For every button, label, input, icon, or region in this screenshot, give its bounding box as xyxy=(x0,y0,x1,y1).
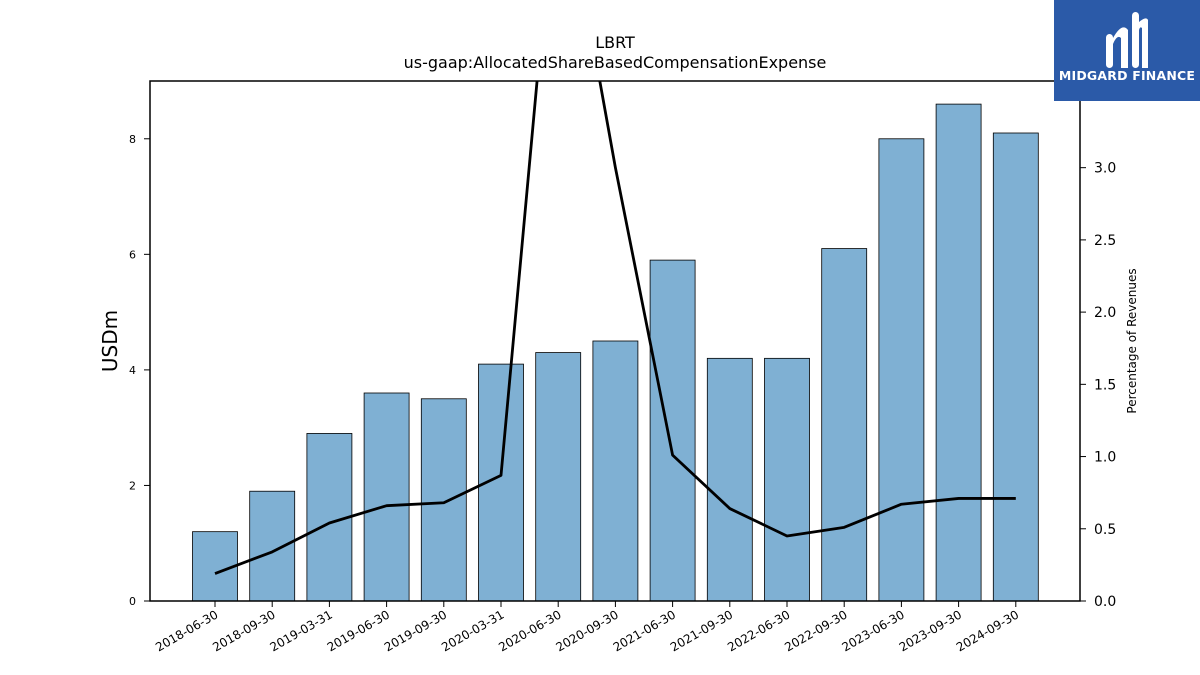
y-tick-label: 0 xyxy=(129,595,136,608)
y-tick-label: 8 xyxy=(129,133,136,146)
bar-2021-06-30 xyxy=(649,259,696,602)
y2-tick-label: 0.0 xyxy=(1094,594,1116,610)
x-tick-label: 2020-06-30 xyxy=(496,607,563,654)
y-tick-label: 2 xyxy=(129,479,136,492)
logo-text: MIDGARD FINANCE xyxy=(1058,68,1196,83)
y-tick-label: 6 xyxy=(129,248,136,261)
y2-tick-label: 0.5 xyxy=(1094,522,1116,538)
bar-2024-09-30 xyxy=(992,132,1039,602)
x-tick-label: 2022-06-30 xyxy=(725,607,792,654)
y2-tick-label: 3.0 xyxy=(1094,161,1116,177)
x-tick-label: 2019-06-30 xyxy=(325,607,392,654)
y-axis-left: 0 2 4 6 8 xyxy=(129,133,150,608)
x-tick-label: 2023-06-30 xyxy=(839,607,906,654)
x-tick-label: 2024-09-30 xyxy=(954,607,1021,654)
y-axis-label: USDm xyxy=(98,310,122,372)
y2-axis-label: Percentage of Revenues xyxy=(1125,268,1139,413)
x-tick-label: 2020-03-31 xyxy=(439,607,506,654)
y-axis-right: 0.00.51.01.52.02.53.03.5 xyxy=(1080,88,1116,610)
x-tick-label: 2021-09-30 xyxy=(668,607,735,654)
bar-2018-09-30 xyxy=(249,490,296,602)
bar-2020-06-30 xyxy=(535,352,582,602)
percentage-line xyxy=(214,81,1016,575)
x-tick-label: 2023-09-30 xyxy=(897,607,964,654)
x-tick-label: 2019-09-30 xyxy=(382,607,449,654)
x-tick-label: 2018-09-30 xyxy=(210,607,277,654)
x-tick-label: 2019-03-31 xyxy=(267,607,334,654)
bar-2019-06-30 xyxy=(363,392,410,602)
x-axis: 2018-06-302018-09-302019-03-312019-06-30… xyxy=(153,601,1021,654)
y-tick-label: 4 xyxy=(129,364,136,377)
y2-tick-label: 1.5 xyxy=(1094,377,1116,393)
bar-2022-06-30 xyxy=(764,357,810,602)
bar-2021-09-30 xyxy=(706,357,753,602)
line-group xyxy=(214,81,1016,575)
x-tick-label: 2018-06-30 xyxy=(153,607,220,654)
bar-2020-09-30 xyxy=(592,340,639,602)
x-tick-label: 2022-09-30 xyxy=(782,607,849,654)
bar-2019-09-30 xyxy=(420,398,467,602)
brand-logo: MIDGARD FINANCE xyxy=(1054,0,1200,101)
bar-2023-06-30 xyxy=(878,138,925,602)
x-tick-label: 2020-09-30 xyxy=(553,607,620,654)
bar-2018-06-30 xyxy=(192,531,238,602)
chart-title: LBRT xyxy=(595,33,635,52)
y2-tick-label: 2.5 xyxy=(1094,233,1116,249)
bars-group xyxy=(192,103,1039,602)
y2-tick-label: 1.0 xyxy=(1094,450,1116,466)
bar-2022-09-30 xyxy=(821,248,868,602)
x-tick-label: 2021-06-30 xyxy=(611,607,678,654)
y2-tick-label: 2.0 xyxy=(1094,305,1116,321)
midgard-logo-icon xyxy=(1106,12,1148,68)
bar-2023-09-30 xyxy=(935,103,982,602)
chart-subtitle: us-gaap:AllocatedShareBasedCompensationE… xyxy=(404,53,827,72)
